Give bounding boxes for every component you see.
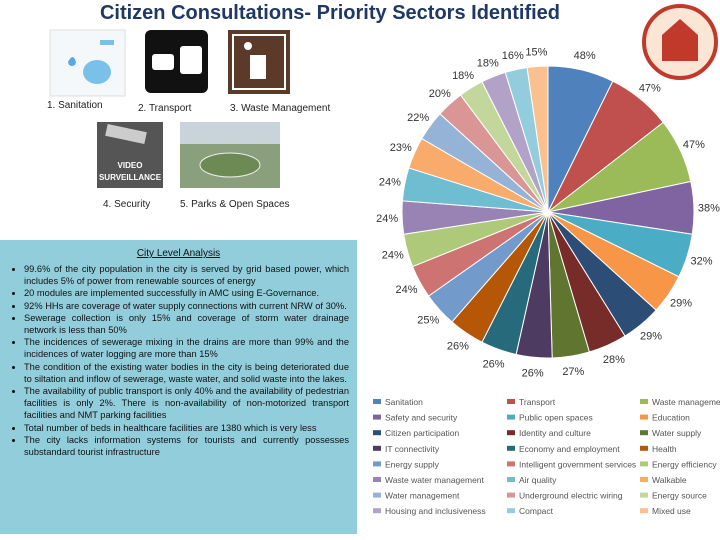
legend-swatch [373,399,381,404]
legend-label: Water supply [652,428,702,438]
legend-swatch [507,414,515,420]
legend-swatch [373,508,381,514]
analysis-bullet: 92% HHs are coverage of water supply con… [24,300,349,312]
slice-label: 32% [690,256,712,268]
sector-label: 5. Parks & Open Spaces [180,199,290,210]
slice-label: 29% [670,298,692,310]
slice-label: 23% [390,142,412,154]
legend-swatch [640,430,648,436]
legend-label: Waste water management [385,475,485,485]
legend-swatch [640,414,648,420]
legend-swatch [640,445,648,451]
analysis-bullet: The city lacks information systems for t… [24,434,349,458]
slice-label: 18% [452,70,474,82]
legend-label: Energy source [652,491,707,501]
slice-label: 27% [562,366,584,378]
legend-swatch [640,508,648,514]
analysis-heading: City Level Analysis [136,248,221,259]
sector-icons: VIDEO SURVEILLANCE [49,29,290,188]
slice-label: 26% [522,367,544,379]
legend-swatch [640,492,648,498]
legend-label: Citizen participation [385,428,459,438]
sector-label: 2. Transport [138,103,192,114]
legend-label: Health [652,444,677,454]
analysis-bullet: Total number of beds in healthcare facil… [24,422,349,434]
slice-label: 18% [477,58,499,70]
slice-label: 20% [429,88,451,100]
slice-label: 47% [639,82,661,94]
slice-label: 24% [379,176,401,188]
logo [642,4,718,80]
analysis-bullet: The incidences of sewerage mixing in the… [24,336,349,360]
slice-label: 24% [382,250,404,262]
analysis-panel: City Level Analysis 99.6% of the city po… [0,240,357,534]
legend-label: IT connectivity [385,444,440,454]
legend-swatch [373,461,381,467]
slice-label: 28% [603,354,625,366]
analysis-bullet: Sewerage collection is only 15% and cove… [24,312,349,336]
legend-swatch [507,399,515,404]
legend-swatch [507,492,515,498]
slice-label: 29% [640,331,662,343]
slice-label: 25% [417,315,439,327]
analysis-bullet: 99.6% of the city population in the city… [24,263,349,287]
legend-label: Water management [385,491,460,501]
sector-label: 1. Sanitation [47,100,103,111]
analysis-bullet: The condition of the existing water bodi… [24,361,349,385]
legend-swatch [507,430,515,436]
legend-label: Education [652,413,690,423]
legend-swatch [507,445,515,451]
analysis-list: 99.6% of the city population in the city… [0,263,357,458]
legend-label: Intelligent government services [519,459,636,469]
legend-label: Identity and culture [519,428,591,438]
slice-label: 24% [396,284,418,296]
legend-label: Energy supply [385,459,440,469]
legend-label: Public open spaces [519,413,593,423]
legend-label: Sanitation [385,397,423,407]
slide-title: Citizen Consultations- Priority Sectors … [99,2,561,24]
analysis-bullet: 20 modules are implemented successfully … [24,287,349,299]
legend-label: Economy and employment [519,444,620,454]
legend-label: Energy efficiency [652,459,717,469]
legend-label: Safety and security [385,413,458,423]
legend-label: Waste management [652,397,720,407]
legend-label: Transport [519,397,556,407]
legend-swatch [507,508,515,514]
legend-swatch [507,461,515,467]
legend-label: Underground electric wiring [519,491,623,501]
slice-label: 47% [683,139,705,151]
svg-text:SURVEILLANCE: SURVEILLANCE [99,173,162,182]
legend-swatch [373,445,381,451]
legend-swatch [373,492,381,498]
analysis-bullet: The availability of public transport is … [24,385,349,422]
legend-swatch [373,477,381,482]
slice-label: 38% [698,202,720,214]
legend-label: Mixed use [652,506,691,516]
legend-swatch [640,461,648,467]
slice-label: 24% [376,213,398,225]
legend-label: Housing and inclusiveness [385,506,486,516]
slice-label: 26% [447,340,469,352]
pie-slice [526,65,549,213]
slice-label: 26% [483,359,505,371]
sector-label: 3. Waste Management [230,103,331,114]
sector-label: 4. Security [103,199,151,210]
legend-label: Air quality [519,475,557,485]
slice-label: 22% [407,112,429,124]
legend-swatch [373,430,381,436]
legend-swatch [507,477,515,482]
svg-text:VIDEO: VIDEO [118,161,143,170]
legend-swatch [640,399,648,404]
legend-label: Compact [519,506,554,516]
legend-swatch [640,477,648,482]
slice-label: 48% [574,50,596,62]
slice-label: 16% [502,50,524,62]
legend-swatch [373,414,381,420]
legend-label: Walkable [652,475,687,485]
slice-label: 15% [525,46,547,58]
